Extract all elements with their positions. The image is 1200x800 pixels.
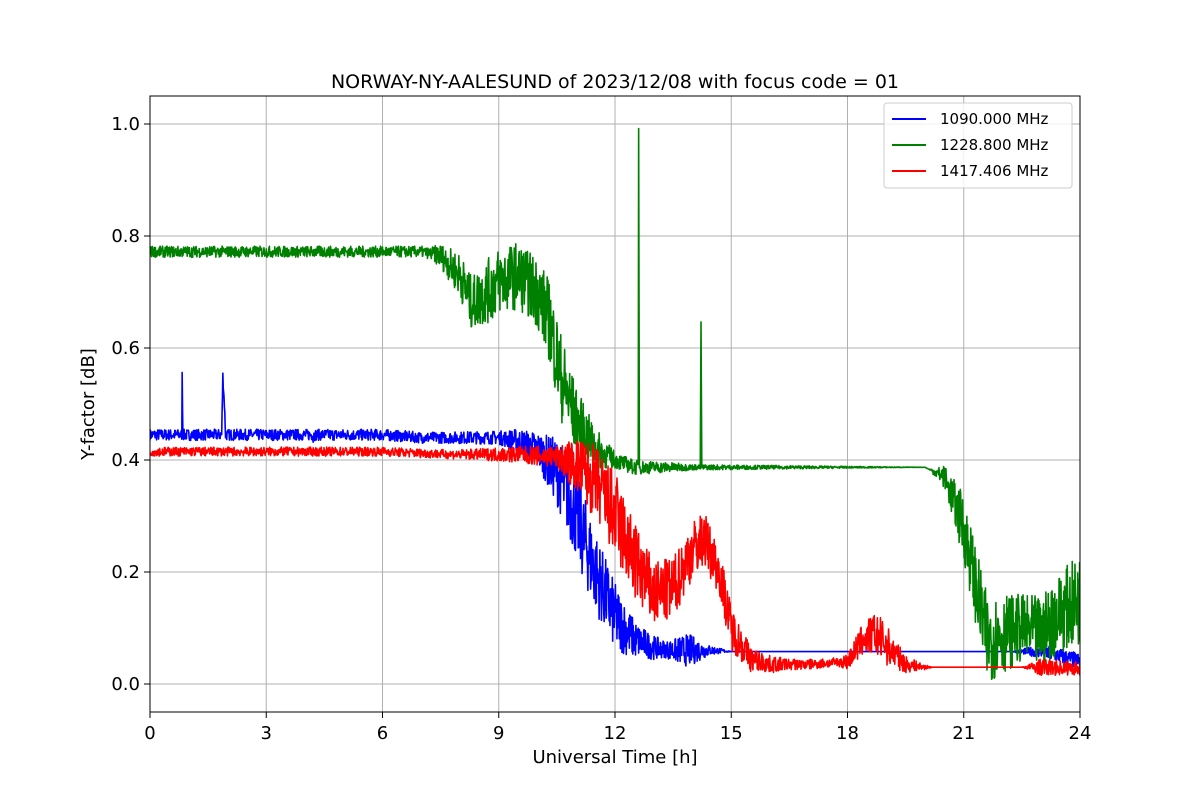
series-line-0	[150, 371, 1080, 668]
y-tick-label: 0.6	[111, 338, 140, 359]
x-tick-label: 3	[261, 723, 272, 744]
y-tick-label: 0.4	[111, 450, 140, 471]
y-tick-label: 1.0	[111, 114, 140, 135]
chart-title: NORWAY-NY-AALESUND of 2023/12/08 with fo…	[331, 71, 899, 93]
series-layer	[150, 127, 1080, 681]
x-tick-label: 18	[836, 723, 859, 744]
legend-box	[883, 102, 1073, 189]
x-tick-label: 24	[1069, 723, 1092, 744]
y-tick-label: 0.2	[111, 562, 140, 583]
y-tick-label: 0.0	[111, 674, 140, 695]
series-line-1	[150, 127, 1080, 681]
legend-label: 1090.000 MHz	[940, 110, 1049, 128]
x-axis-label: Universal Time [h]	[532, 747, 697, 768]
x-tick-label: 9	[493, 723, 504, 744]
x-tick-label: 0	[144, 723, 155, 744]
y-axis-label: Y-factor [dB]	[78, 348, 99, 461]
grid	[149, 96, 1081, 712]
legend-label: 1417.406 MHz	[940, 162, 1049, 180]
x-tick-label: 15	[720, 723, 743, 744]
x-tick-label: 12	[604, 723, 627, 744]
legend: 1090.000 MHz 1228.800 MHz 1417.406 MHz	[883, 102, 1073, 189]
series-line-2	[150, 440, 1080, 677]
ticks: 0 3 6 9 12 15 18 21 24 0.0 0.2 0.4 0.6 0.8 1.0	[111, 114, 1091, 744]
x-tick-label: 21	[952, 723, 975, 744]
legend-label: 1228.800 MHz	[940, 136, 1049, 154]
x-tick-label: 6	[377, 723, 388, 744]
y-tick-label: 0.8	[111, 226, 140, 247]
